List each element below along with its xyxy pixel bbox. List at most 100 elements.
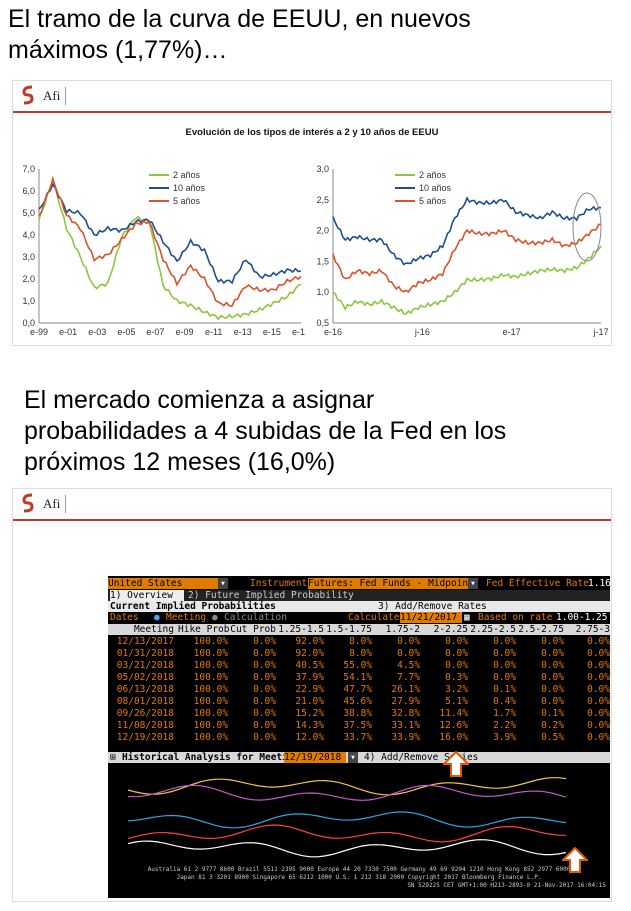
divider xyxy=(65,87,66,105)
table-row[interactable]: 09/26/2018 100.0% 0.0% 15.2% 38.8% 32.8% 11.4%… xyxy=(108,708,610,719)
table-cell: 26.1% xyxy=(391,684,420,695)
table-cell: 8.0% xyxy=(349,636,372,647)
x-tick-label: e-09 xyxy=(176,327,194,337)
column-header: 2.5-2.75 xyxy=(518,624,564,635)
table-cell: 0.0% xyxy=(253,720,276,731)
table-cell: 01/31/2018 xyxy=(116,648,174,659)
chart-right: 0,5 1,0 1,5 2,0 2,5 3,0 e-16 j-16 e-17 j-17 2 años… xyxy=(316,165,608,337)
tab-future-implied[interactable]: 2) Future Implied Probability xyxy=(188,590,354,601)
chart-title: Evolución de los tipos de interés a 2 y … xyxy=(185,127,439,138)
instrument-select[interactable]: Futures: Fed Funds - Midpoint xyxy=(308,578,474,589)
chart-card: Afi Evolución de los tipos de interés a … xyxy=(12,80,612,346)
y-tick-label: 0,0 xyxy=(22,318,35,328)
table-cell: 0.0% xyxy=(253,708,276,719)
table-row[interactable]: 08/01/2018 100.0% 0.0% 21.0% 45.6% 27.9% 5.1% 0… xyxy=(108,696,610,707)
table-cell: 3.2% xyxy=(445,684,468,695)
dates-row: Dates ● Meeting ● Calculation Calculated… xyxy=(108,612,610,623)
terminal-topbar: United States ▾ Instrument Futures: Fed … xyxy=(108,578,611,590)
afi-brand: Afi xyxy=(43,496,61,511)
heading-curve: El tramo de la curva de EEUU, en nuevos … xyxy=(8,5,471,64)
table-cell: 11/08/2018 xyxy=(116,720,174,731)
arrow-up-icon xyxy=(562,847,588,873)
chart-icon: ⊞ xyxy=(110,752,116,763)
table-cell: 0.0% xyxy=(541,696,564,707)
radio-meeting[interactable]: ● xyxy=(154,612,160,623)
table-cell: 100.0% xyxy=(193,720,228,731)
table-cell: 0.0% xyxy=(253,660,276,671)
table-cell: 0.0% xyxy=(445,648,468,659)
table-cell: 0.0% xyxy=(541,636,564,647)
table-row[interactable]: 01/31/2018 100.0% 0.0% 92.0% 8.0% 0.0% 0.0% 0.0… xyxy=(108,648,610,659)
y-tick-label: 3,0 xyxy=(22,252,35,262)
y-tick-label: 1,0 xyxy=(316,287,329,297)
based-on-label: Based on rate xyxy=(478,612,553,623)
table-cell: 5.1% xyxy=(445,696,468,707)
table-cell: 22.9% xyxy=(295,684,324,695)
hist-series-line xyxy=(127,839,567,858)
column-header: Hike Prob xyxy=(178,624,230,635)
table-cell: 0.0% xyxy=(587,732,610,743)
column-header: 2.25-2.5 xyxy=(470,624,516,635)
table-row[interactable]: 05/02/2018 100.0% 0.0% 37.9% 54.1% 7.7% 0.3% 0.… xyxy=(108,672,610,683)
dropdown-icon[interactable]: ▾ xyxy=(468,578,478,589)
tab-row: 1) Overview 2) Future Implied Probabilit… xyxy=(108,590,610,601)
dropdown-icon[interactable]: ▾ xyxy=(218,578,228,589)
x-tick-label: j-16 xyxy=(414,327,430,337)
table-cell: 0.1% xyxy=(541,708,564,719)
table-cell: 12.0% xyxy=(295,732,324,743)
table-cell: 0.0% xyxy=(541,660,564,671)
table-row[interactable]: 12/13/2017 100.0% 0.0% 92.0% 8.0% 0.0% 0.0% 0.0… xyxy=(108,636,610,647)
add-remove-rates-button[interactable]: 3) Add/Remove Rates xyxy=(378,601,487,612)
x-tick-label: j-17 xyxy=(592,327,608,337)
table-cell: 100.0% xyxy=(193,696,228,707)
table-row[interactable]: 12/19/2018 100.0% 0.0% 12.0% 33.7% 33.9% 16.0%… xyxy=(108,732,610,743)
table-cell: 0.1% xyxy=(493,684,516,695)
table-cell: 33.9% xyxy=(391,732,420,743)
series-line-2 xyxy=(332,196,602,266)
table-cell: 2.2% xyxy=(493,720,516,731)
calendar-icon[interactable]: ▦ xyxy=(464,612,470,623)
table-cell: 0.2% xyxy=(541,720,564,731)
meeting-option[interactable]: Meeting xyxy=(166,612,207,623)
table-cell: 45.6% xyxy=(343,696,372,707)
table-row[interactable]: 06/13/2018 100.0% 0.0% 22.9% 47.7% 26.1% 3.2% 0… xyxy=(108,684,610,695)
calculated-date-field[interactable]: 11/21/2017 xyxy=(400,612,462,623)
column-header: 1.5-1.75 xyxy=(326,624,372,635)
legend-label: 2 años xyxy=(173,170,201,180)
table-cell: 16.0% xyxy=(439,732,468,743)
dropdown-icon[interactable]: ▾ xyxy=(348,752,358,763)
table-row[interactable]: 11/08/2018 100.0% 0.0% 14.3% 37.5% 33.1% 12.6%… xyxy=(108,720,610,731)
table-cell: 0.0% xyxy=(587,636,610,647)
legend-label: 5 años xyxy=(419,196,447,206)
hist-date-field[interactable]: 12/19/2018 xyxy=(284,752,346,763)
table-cell: 27.9% xyxy=(391,696,420,707)
table-cell: 100.0% xyxy=(193,648,228,659)
table-row[interactable]: 03/21/2018 100.0% 0.0% 40.5% 55.0% 4.5% 0.0% 0.… xyxy=(108,660,610,671)
x-tick-label: e-05 xyxy=(117,327,135,337)
add-remove-series-button[interactable]: 4) Add/Remove Series xyxy=(364,752,479,763)
footer-1: Australia 61 2 9777 8600 Brazil 5511 239… xyxy=(147,866,571,873)
hist-series-line xyxy=(127,777,567,796)
column-header: 2-2.25 xyxy=(433,624,468,635)
table-cell: 0.0% xyxy=(541,672,564,683)
x-tick-label: e-01 xyxy=(59,327,77,337)
table-cell: 0.0% xyxy=(493,660,516,671)
table-cell: 100.0% xyxy=(193,732,228,743)
legend-label: 5 años xyxy=(173,196,201,206)
table-cell: 0.0% xyxy=(587,684,610,695)
x-tick-label: e-17 xyxy=(292,327,305,337)
table-cell: 08/01/2018 xyxy=(116,696,174,707)
footer-3: SN 529225 CET GMT+1:00 H213-2893-0 21-No… xyxy=(407,882,606,889)
dates-label: Dates xyxy=(110,612,139,623)
table-cell: 0.5% xyxy=(541,732,564,743)
table-cell: 47.7% xyxy=(343,684,372,695)
table-cell: 0.0% xyxy=(493,636,516,647)
radio-calculation[interactable]: ● xyxy=(212,612,218,623)
tab-overview[interactable]: 1) Overview xyxy=(110,590,184,601)
country-select[interactable]: United States xyxy=(108,578,218,589)
y-tick-label: 4,0 xyxy=(22,230,35,240)
calculation-option[interactable]: Calculation xyxy=(224,612,287,623)
table-cell: 0.0% xyxy=(445,660,468,671)
column-header: Meeting xyxy=(133,624,174,635)
legend-label: 10 años xyxy=(173,183,206,193)
